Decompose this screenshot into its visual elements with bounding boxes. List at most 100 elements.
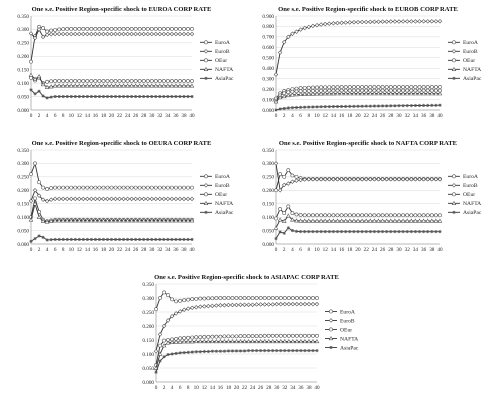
data-point xyxy=(97,218,102,223)
data-point xyxy=(262,333,267,338)
x-tick-label: 0 xyxy=(30,247,33,253)
y-tick-label: 0.600 xyxy=(262,45,274,51)
x-tick-label: 18 xyxy=(347,113,353,119)
data-point xyxy=(278,107,282,111)
data-point xyxy=(85,83,90,88)
y-tick-label: 0.100 xyxy=(262,97,274,103)
data-point xyxy=(203,183,209,188)
x-tick-label: 28 xyxy=(141,113,147,119)
series-asiapac xyxy=(154,349,319,374)
x-tick-label: 22 xyxy=(364,113,370,119)
data-point xyxy=(409,213,414,218)
data-point xyxy=(182,298,187,303)
data-point xyxy=(417,218,422,223)
x-tick-label: 32 xyxy=(157,113,163,119)
data-point xyxy=(33,92,37,96)
data-point xyxy=(73,237,77,242)
data-point xyxy=(45,96,49,100)
data-point xyxy=(246,349,251,353)
series-line xyxy=(275,227,440,239)
data-point xyxy=(278,333,283,338)
x-tick-label: 4 xyxy=(291,247,294,253)
x-tick-label: 30 xyxy=(274,385,280,391)
data-point xyxy=(81,79,86,83)
data-point xyxy=(157,218,163,223)
data-point xyxy=(306,177,312,182)
data-point xyxy=(299,349,303,353)
data-point xyxy=(137,196,142,202)
series-eurob xyxy=(273,18,443,77)
legend-label: EuroA xyxy=(340,309,355,315)
data-point xyxy=(53,94,57,99)
data-point xyxy=(222,296,227,300)
data-point xyxy=(417,230,422,234)
data-point xyxy=(404,177,410,182)
data-point xyxy=(145,79,150,83)
legend-item: EuroA xyxy=(448,174,478,180)
data-point xyxy=(310,177,316,182)
data-point xyxy=(109,79,114,83)
data-point xyxy=(360,104,364,108)
data-point xyxy=(234,334,239,339)
data-point xyxy=(319,105,323,109)
data-point xyxy=(203,49,209,54)
data-point xyxy=(397,85,401,89)
data-point xyxy=(157,83,163,88)
data-point xyxy=(113,185,118,190)
data-point xyxy=(177,31,183,37)
data-point xyxy=(154,307,158,312)
data-point xyxy=(165,83,171,88)
data-point xyxy=(328,318,334,323)
data-point xyxy=(141,196,146,202)
data-point xyxy=(77,185,82,190)
data-point xyxy=(137,26,142,31)
y-tick-label: 0.000 xyxy=(142,380,154,386)
data-point xyxy=(303,349,307,353)
data-point xyxy=(81,237,85,242)
data-point xyxy=(392,218,398,223)
data-point xyxy=(451,49,457,54)
data-point xyxy=(85,185,90,190)
data-point xyxy=(190,305,195,311)
data-point xyxy=(323,230,327,234)
data-point xyxy=(277,95,283,100)
data-point xyxy=(298,177,303,183)
data-point xyxy=(154,237,158,242)
data-point xyxy=(329,327,333,332)
data-point xyxy=(36,214,42,219)
x-tick-label: 38 xyxy=(181,113,187,119)
series-nafta xyxy=(273,213,443,230)
data-point xyxy=(186,94,190,99)
x-tick-label: 36 xyxy=(421,247,427,253)
data-point xyxy=(44,84,50,89)
data-point xyxy=(438,213,442,218)
y-tick-label: 0.200 xyxy=(17,188,29,194)
x-tick-label: 30 xyxy=(149,113,155,119)
y-tick-label: 0.050 xyxy=(17,94,29,100)
data-point xyxy=(130,94,134,99)
data-point xyxy=(222,338,227,344)
data-point xyxy=(48,218,54,223)
data-point xyxy=(294,174,299,179)
data-point xyxy=(359,177,365,182)
data-point xyxy=(53,79,58,83)
legend-label: AsiaPac xyxy=(215,210,234,216)
data-point xyxy=(335,91,340,96)
data-point xyxy=(277,50,283,55)
data-point xyxy=(109,237,114,242)
data-point xyxy=(401,213,406,218)
data-point xyxy=(376,230,381,234)
data-point xyxy=(222,349,227,353)
data-point xyxy=(298,218,303,223)
data-point xyxy=(49,186,54,191)
data-point xyxy=(117,185,122,190)
legend-item: EuroB xyxy=(200,49,230,55)
data-point xyxy=(278,296,283,300)
data-point xyxy=(64,218,70,223)
data-point xyxy=(307,333,311,338)
data-point xyxy=(363,19,369,25)
data-point xyxy=(372,230,376,234)
x-tick-label: 20 xyxy=(109,247,115,253)
data-point xyxy=(302,85,307,90)
data-point xyxy=(194,335,199,340)
